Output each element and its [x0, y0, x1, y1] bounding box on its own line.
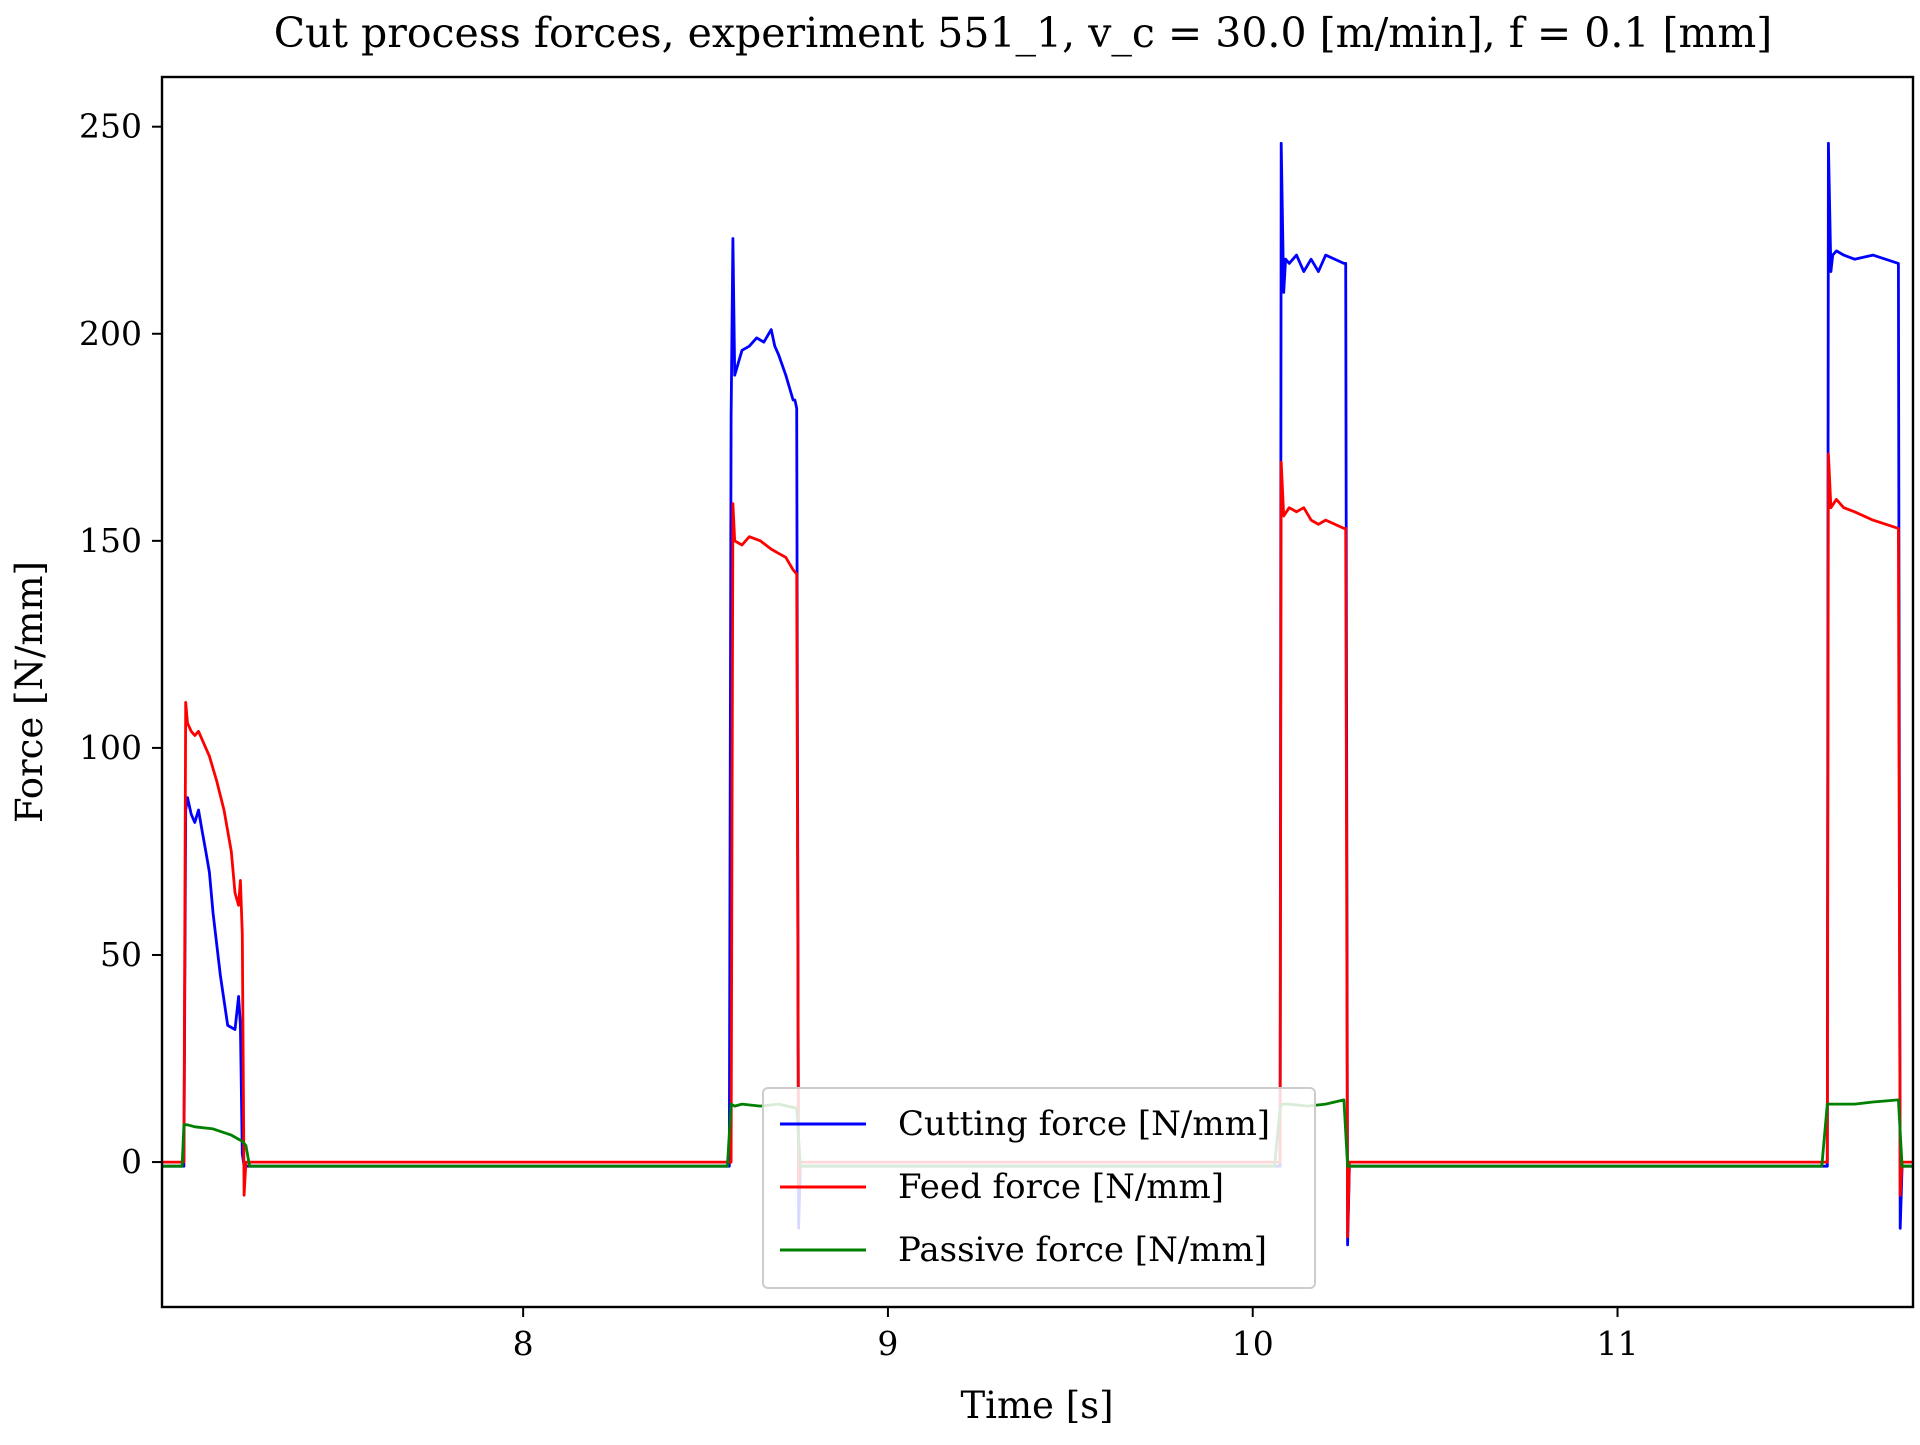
series-line-1 — [162, 141, 1913, 1247]
legend-label: Passive force [N/mm] — [898, 1230, 1267, 1270]
series-line-2 — [162, 452, 1913, 1238]
y-axis-label: Force [N/mm] — [8, 561, 51, 823]
y-tick-label: 0 — [121, 1142, 142, 1181]
x-tick-label: 8 — [513, 1324, 534, 1363]
y-tick-label: 100 — [79, 728, 142, 767]
x-tick-label: 11 — [1597, 1324, 1639, 1363]
series-layer — [162, 141, 1913, 1247]
y-tick-label: 150 — [79, 521, 142, 560]
plot-frame — [160, 75, 1915, 1309]
legend-box — [762, 1087, 1316, 1289]
legend-label: Cutting force [N/mm] — [898, 1104, 1270, 1144]
y-axis: 0 50 100 150 200 250 — [79, 107, 162, 1181]
x-axis-label: Time [s] — [960, 1384, 1113, 1427]
y-tick-label: 50 — [100, 935, 142, 974]
x-axis: 8 9 10 11 — [513, 1307, 1639, 1363]
y-tick-label: 250 — [79, 107, 142, 146]
legend: Cutting force [N/mm] Feed force [N/mm] Pas… — [762, 1087, 1316, 1289]
legend-label: Feed force [N/mm] — [898, 1167, 1224, 1207]
x-tick-label: 9 — [877, 1324, 898, 1363]
chart-title: Cut process forces, experiment 551_1, v_… — [274, 9, 1773, 57]
x-tick-label: 10 — [1232, 1324, 1274, 1363]
y-tick-label: 200 — [79, 314, 142, 353]
